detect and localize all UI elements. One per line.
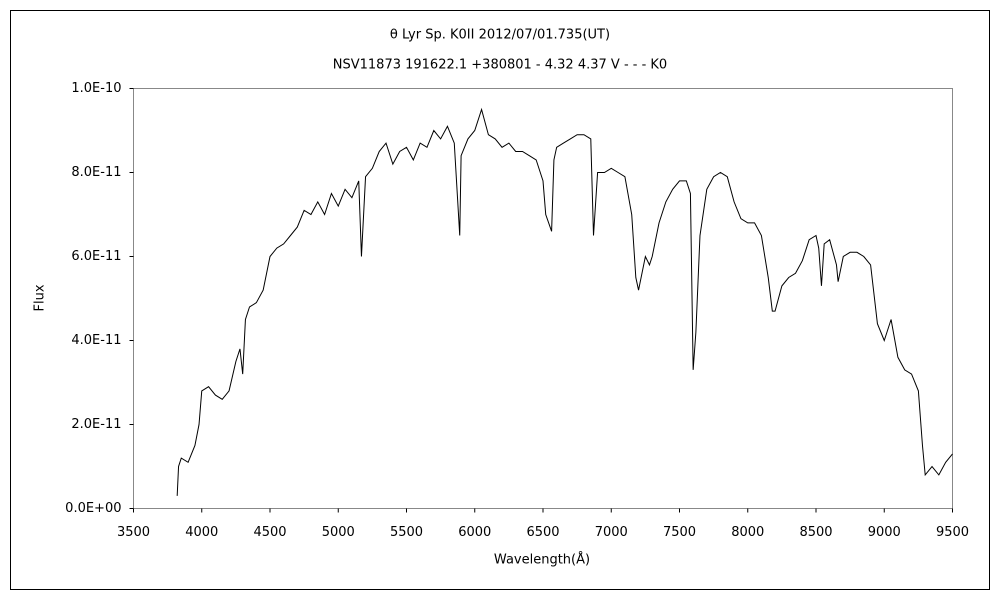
x-tick-label: 7500 (663, 525, 696, 540)
chart-title: θ Lyr Sp. K0II 2012/07/01.735(UT) (390, 28, 610, 43)
y-tick-label: 1.0E-10 (71, 81, 121, 96)
x-tick-label: 5500 (390, 525, 423, 540)
x-tick-label: 9000 (868, 525, 901, 540)
x-tick-label: 8500 (799, 525, 832, 540)
y-tick-label: 4.0E-11 (71, 333, 121, 348)
x-tick-label: 4500 (253, 525, 286, 540)
x-tick-label: 8000 (731, 525, 764, 540)
y-tick-label: 2.0E-11 (71, 417, 121, 432)
chart-subtitle: NSV11873 191622.1 +380801 - 4.32 4.37 V … (333, 58, 667, 73)
x-tick-label: 6000 (458, 525, 491, 540)
x-tick-label: 5000 (322, 525, 355, 540)
x-tick-label: 3500 (117, 525, 150, 540)
x-tick-label: 7000 (595, 525, 628, 540)
y-tick-label: 0.0E+00 (65, 501, 121, 516)
x-tick-label: 9500 (936, 525, 969, 540)
x-axis-label: Wavelength(Å) (494, 552, 590, 568)
y-axis-label: Flux (33, 284, 48, 311)
x-tick-label: 4000 (185, 525, 218, 540)
y-tick-label: 6.0E-11 (71, 249, 121, 264)
y-tick-label: 8.0E-11 (71, 165, 121, 180)
spectrum-line (176, 107, 953, 496)
x-tick-label: 6500 (526, 525, 559, 540)
plot-area (133, 88, 953, 509)
